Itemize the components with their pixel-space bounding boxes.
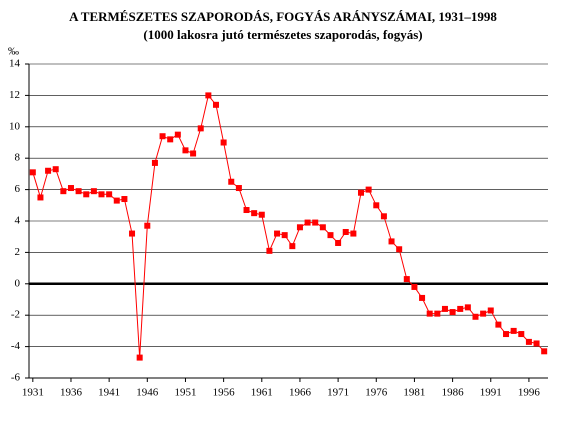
data-point bbox=[274, 230, 281, 237]
x-tick-label: 1931 bbox=[22, 387, 44, 399]
data-point bbox=[533, 340, 540, 347]
data-point bbox=[52, 166, 59, 173]
data-point bbox=[113, 197, 120, 204]
data-point bbox=[144, 222, 151, 229]
data-point bbox=[365, 186, 372, 193]
data-point bbox=[495, 321, 502, 328]
data-point bbox=[90, 188, 97, 195]
x-tick-label: 1991 bbox=[480, 387, 502, 399]
data-point bbox=[335, 239, 342, 246]
y-tick-label: 14 bbox=[9, 58, 21, 70]
data-point bbox=[205, 92, 212, 99]
data-point bbox=[319, 224, 326, 231]
data-point bbox=[487, 307, 494, 314]
x-tick-label: 1956 bbox=[213, 387, 236, 399]
x-tick-label: 1946 bbox=[136, 387, 159, 399]
data-point bbox=[235, 185, 242, 192]
data-point bbox=[304, 219, 311, 226]
data-point bbox=[29, 169, 36, 176]
data-point bbox=[503, 331, 510, 338]
data-point bbox=[342, 228, 349, 235]
data-point bbox=[136, 354, 143, 361]
y-tick-label: -2 bbox=[11, 309, 20, 321]
data-point bbox=[121, 196, 128, 203]
x-tick-label: 1981 bbox=[403, 387, 425, 399]
data-point bbox=[350, 230, 357, 237]
y-tick-label: -4 bbox=[11, 340, 21, 352]
data-point bbox=[510, 327, 517, 334]
data-point bbox=[358, 189, 365, 196]
data-point bbox=[182, 147, 189, 154]
data-point bbox=[167, 136, 174, 143]
data-point bbox=[190, 150, 197, 157]
y-tick-label: 8 bbox=[15, 152, 21, 164]
data-point bbox=[434, 310, 441, 317]
y-tick-label: 10 bbox=[9, 120, 21, 132]
data-point bbox=[541, 348, 548, 355]
data-point bbox=[312, 219, 319, 226]
data-point bbox=[289, 243, 296, 250]
data-point bbox=[98, 191, 105, 198]
data-point bbox=[75, 188, 82, 195]
x-tick-label: 1966 bbox=[289, 387, 312, 399]
data-point bbox=[159, 133, 166, 140]
data-point bbox=[296, 224, 303, 231]
x-tick-label: 1951 bbox=[174, 387, 196, 399]
data-point bbox=[228, 178, 235, 185]
data-point bbox=[464, 304, 471, 311]
data-point bbox=[480, 310, 487, 317]
data-point bbox=[251, 210, 258, 217]
y-tick-label: 6 bbox=[15, 183, 21, 195]
y-axis-label: ‰ bbox=[8, 46, 19, 58]
x-tick-label: 1961 bbox=[251, 387, 273, 399]
x-tick-label: 1996 bbox=[518, 387, 541, 399]
data-point bbox=[45, 167, 52, 174]
chart-title: A TERMÉSZETES SZAPORODÁS, FOGYÁS ARÁNYSZ… bbox=[69, 9, 497, 24]
data-point bbox=[266, 247, 273, 254]
data-point bbox=[457, 305, 464, 312]
data-point bbox=[449, 309, 456, 316]
y-tick-label: 2 bbox=[15, 246, 21, 258]
x-tick-label: 1941 bbox=[98, 387, 120, 399]
data-point bbox=[151, 159, 158, 166]
x-tick-label: 1936 bbox=[60, 387, 83, 399]
chart-subtitle: (1000 lakosra jutó természetes szaporodá… bbox=[143, 27, 422, 42]
data-point bbox=[197, 125, 204, 132]
y-tick-label: 12 bbox=[9, 89, 20, 101]
data-point bbox=[403, 276, 410, 283]
data-point bbox=[37, 194, 44, 201]
data-point bbox=[518, 331, 525, 338]
data-point bbox=[380, 213, 387, 220]
x-tick-label: 1971 bbox=[327, 387, 349, 399]
data-point bbox=[212, 101, 219, 108]
data-point bbox=[129, 230, 136, 237]
x-tick-label: 1986 bbox=[442, 387, 465, 399]
y-tick-label: 4 bbox=[15, 215, 21, 227]
data-point bbox=[243, 207, 250, 214]
y-tick-label: -6 bbox=[11, 372, 21, 384]
data-point bbox=[396, 246, 403, 253]
data-point bbox=[67, 185, 74, 192]
data-point bbox=[60, 188, 67, 195]
y-tick-label: 0 bbox=[15, 277, 21, 289]
data-line bbox=[32, 94, 545, 358]
data-point bbox=[174, 131, 181, 138]
x-tick-label: 1976 bbox=[365, 387, 388, 399]
data-point bbox=[373, 202, 380, 209]
data-point bbox=[106, 191, 113, 198]
data-point bbox=[441, 305, 448, 312]
data-point bbox=[472, 313, 479, 320]
data-point bbox=[426, 310, 433, 317]
data-point bbox=[419, 294, 426, 301]
data-point bbox=[388, 238, 395, 245]
data-point bbox=[220, 139, 227, 146]
data-point bbox=[327, 232, 334, 239]
data-point bbox=[83, 191, 90, 198]
data-point bbox=[281, 232, 288, 239]
data-point bbox=[258, 211, 265, 218]
data-point bbox=[411, 283, 418, 290]
data-point bbox=[525, 338, 532, 345]
